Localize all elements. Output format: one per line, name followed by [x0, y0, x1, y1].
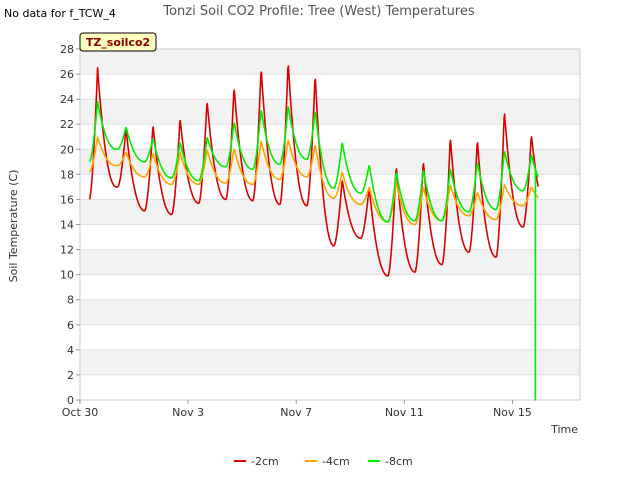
- chart-title: Tonzi Soil CO2 Profile: Tree (West) Temp…: [162, 4, 475, 19]
- y-tick-label: 6: [67, 319, 74, 332]
- grid-band: [80, 99, 580, 125]
- grid-band: [80, 124, 580, 150]
- x-tick-label: Nov 11: [385, 406, 424, 419]
- y-tick-label: 18: [60, 168, 74, 181]
- x-tick-label: Nov 7: [280, 406, 312, 419]
- y-tick-label: 10: [60, 269, 74, 282]
- y-tick-label: 2: [67, 369, 74, 382]
- x-axis-label: Time: [550, 423, 578, 436]
- legend: -2cm -4cm -8cm: [234, 455, 413, 468]
- grid-band: [80, 299, 580, 325]
- grid-band: [80, 74, 580, 100]
- y-tick-label: 8: [67, 294, 74, 307]
- legend-label: -4cm: [322, 455, 350, 468]
- grid-band: [80, 349, 580, 375]
- y-tick-label: 0: [67, 394, 74, 407]
- grid-band: [80, 199, 580, 225]
- y-tick-label: 14: [60, 219, 74, 232]
- y-tick-label: 22: [60, 118, 74, 131]
- x-axis-ticks: Oct 30 Nov 3 Nov 7 Nov 11 Nov 15: [62, 400, 532, 419]
- legend-label: -8cm: [385, 455, 413, 468]
- grid-band: [80, 274, 580, 300]
- y-tick-label: 16: [60, 193, 74, 206]
- x-tick-label: Nov 3: [172, 406, 204, 419]
- no-data-note: No data for f_TCW_4: [4, 7, 116, 20]
- y-tick-label: 20: [60, 143, 74, 156]
- grid-band: [80, 374, 580, 400]
- grid-band: [80, 324, 580, 350]
- grid-band: [80, 249, 580, 275]
- y-tick-label: 26: [60, 68, 74, 81]
- tag-box: TZ_soilco2: [79, 32, 157, 52]
- y-tick-label: 12: [60, 244, 74, 257]
- grid-lines: [80, 48, 580, 401]
- series-line-minus-2cm: [88, 65, 539, 277]
- tag-label: TZ_soilco2: [86, 36, 150, 49]
- series-layer: [88, 65, 539, 401]
- grid-band: [80, 224, 580, 250]
- x-tick-label: Oct 30: [62, 406, 99, 419]
- y-tick-label: 24: [60, 93, 74, 106]
- series-line-minus-4cm: [89, 136, 539, 226]
- grid-bands: [80, 49, 580, 400]
- y-axis-label: Soil Temperature (C): [7, 170, 20, 283]
- series-line-minus-8cm: [88, 100, 539, 401]
- y-tick-label: 28: [60, 43, 74, 56]
- x-tick-label: Nov 15: [493, 406, 532, 419]
- y-tick-label: 4: [67, 344, 74, 357]
- legend-label: -2cm: [251, 455, 279, 468]
- grid-band: [80, 49, 580, 75]
